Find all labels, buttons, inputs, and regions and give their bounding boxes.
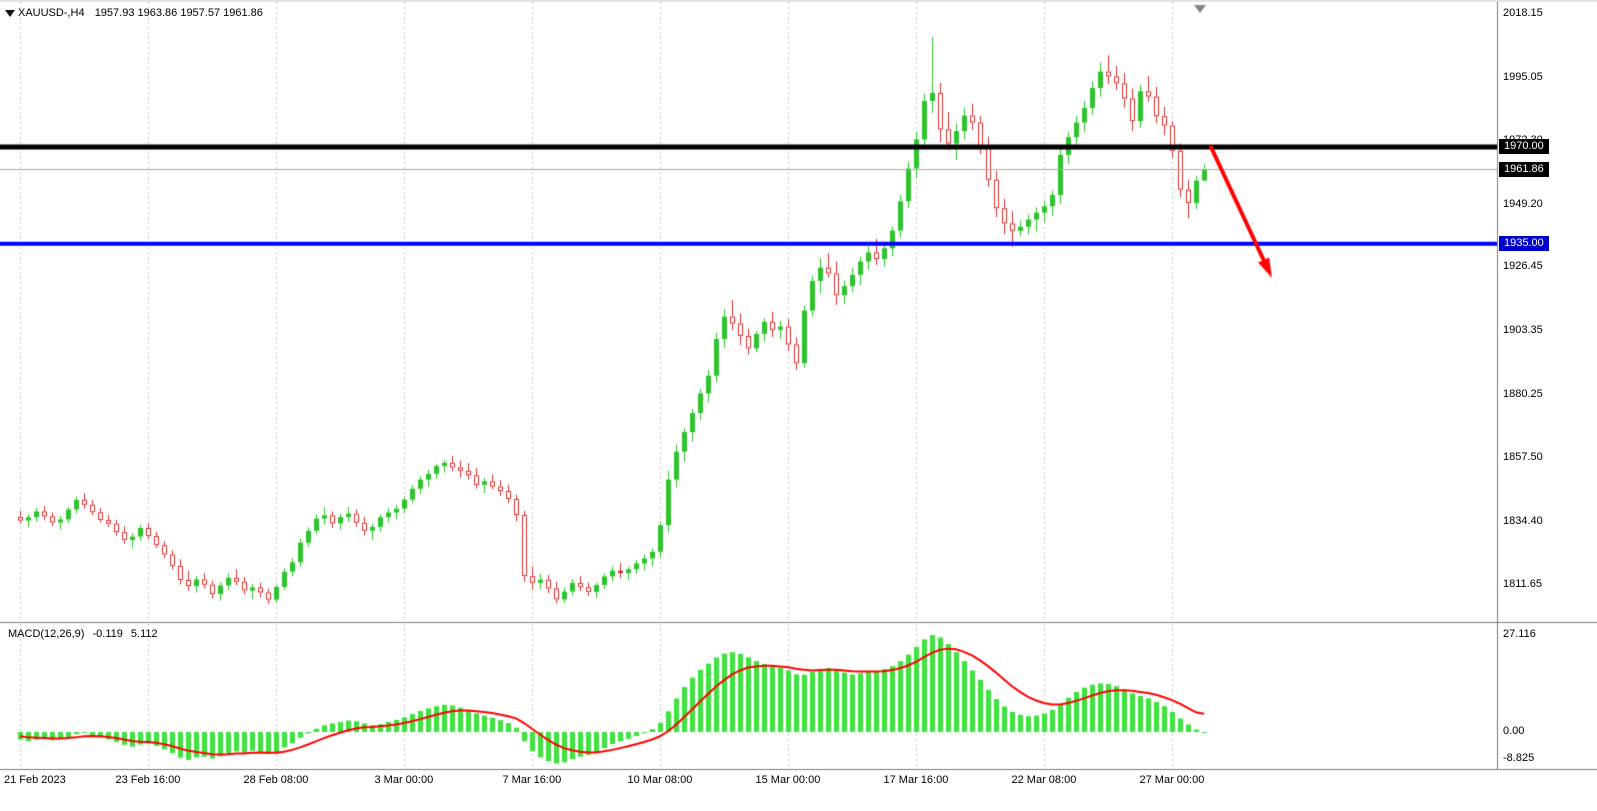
macd-axis-tick: 0.00 xyxy=(1503,725,1525,737)
price-axis-tick: 1949.20 xyxy=(1503,197,1543,210)
macd-name-label: MACD(12,26,9) xyxy=(8,628,85,640)
price-axis-tick: 1857.50 xyxy=(1503,451,1543,464)
ohlc-values-label: 1957.93 1963.86 1957.57 1961.86 xyxy=(94,7,263,19)
price-axis[interactable]: 2018.151995.051972.301949.201926.451903.… xyxy=(1497,2,1597,770)
symbol-marker-icon[interactable] xyxy=(5,10,15,17)
date-axis-label: 10 Mar 08:00 xyxy=(627,774,693,786)
date-axis-label: 23 Feb 16:00 xyxy=(115,774,181,786)
macd-main-value: -0.119 xyxy=(92,628,123,640)
date-axis[interactable]: 21 Feb 2023 23 Feb 16:00 28 Feb 08:00 3 Mar… xyxy=(0,770,1597,811)
price-axis-tick: 2018.15 xyxy=(1503,7,1543,20)
price-axis-tick: 1834.40 xyxy=(1503,514,1543,527)
date-axis-label: 22 Mar 08:00 xyxy=(1011,774,1077,786)
date-axis-label: 27 Mar 00:00 xyxy=(1139,774,1205,786)
date-axis-label: 15 Mar 00:00 xyxy=(755,774,821,786)
date-axis-label: 17 Mar 16:00 xyxy=(883,774,949,786)
price-level-badge: 1970.00 xyxy=(1499,139,1549,155)
macd-indicator-label: MACD(12,26,9) -0.119 5.112 xyxy=(8,628,158,640)
macd-axis-tick: 27.116 xyxy=(1503,627,1536,640)
price-axis-tick: 1995.05 xyxy=(1503,70,1543,83)
price-axis-tick: 1926.45 xyxy=(1503,260,1543,273)
date-axis-label: 7 Mar 16:00 xyxy=(502,774,562,786)
current-price-badge: 1961.86 xyxy=(1499,161,1549,177)
price-axis-tick: 1880.25 xyxy=(1503,388,1543,401)
price-level-badge: 1935.00 xyxy=(1499,235,1549,251)
date-axis-label: 28 Feb 08:00 xyxy=(243,774,309,786)
price-axis-tick: 1811.65 xyxy=(1503,577,1542,590)
date-axis-label: 3 Mar 00:00 xyxy=(374,774,434,786)
symbol-ohlc-line: XAUUSD-,H4 1957.93 1963.86 1957.57 1961.… xyxy=(18,7,263,19)
macd-signal-value: 5.112 xyxy=(130,628,158,640)
price-axis-tick: 1903.35 xyxy=(1503,324,1543,337)
macd-axis-tick: -8.825 xyxy=(1503,752,1535,764)
date-axis-label: 21 Feb 2023 xyxy=(4,774,66,786)
symbol-timeframe-label: XAUUSD-,H4 xyxy=(18,7,85,19)
